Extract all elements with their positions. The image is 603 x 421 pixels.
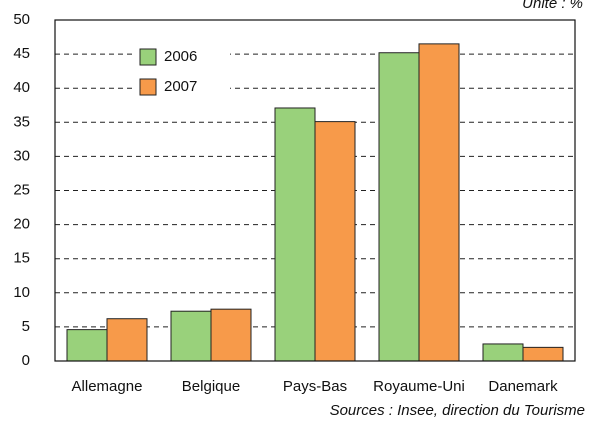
bar [378, 52, 420, 362]
source: Sources : Insee, direction du Tourisme [330, 402, 585, 419]
bar [66, 329, 108, 362]
bar [210, 308, 252, 362]
bar [418, 43, 460, 362]
x-tick-label: Allemagne [72, 378, 143, 395]
x-tick-label: Belgique [182, 378, 240, 395]
y-tick-label: 10 [13, 284, 30, 301]
y-tick-label: 50 [13, 11, 30, 28]
bar [274, 107, 316, 362]
x-tick-label: Danemark [488, 378, 558, 395]
plot-frame [54, 19, 576, 362]
bar [170, 310, 212, 362]
legend-swatch [139, 48, 157, 66]
y-tick-label: 0 [22, 352, 30, 369]
unit-note: Unité : % [522, 0, 583, 12]
y-tick-label: 25 [13, 181, 30, 198]
y-tick-label: 40 [13, 79, 30, 96]
y-tick-label: 20 [13, 216, 30, 233]
bar [314, 121, 356, 362]
y-tick-label: 5 [22, 318, 30, 335]
y-tick-label: 45 [13, 45, 30, 62]
legend-label: 2007 [164, 78, 197, 95]
y-tick-label: 30 [13, 147, 30, 164]
legend-swatch [139, 78, 157, 96]
bar [106, 318, 148, 362]
bar [482, 343, 524, 362]
x-tick-label: Pays-Bas [283, 378, 347, 395]
legend-label: 2006 [164, 48, 197, 65]
y-tick-label: 35 [13, 113, 30, 130]
bar [522, 346, 564, 362]
x-tick-label: Royaume-Uni [373, 378, 465, 395]
y-tick-label: 15 [13, 250, 30, 267]
